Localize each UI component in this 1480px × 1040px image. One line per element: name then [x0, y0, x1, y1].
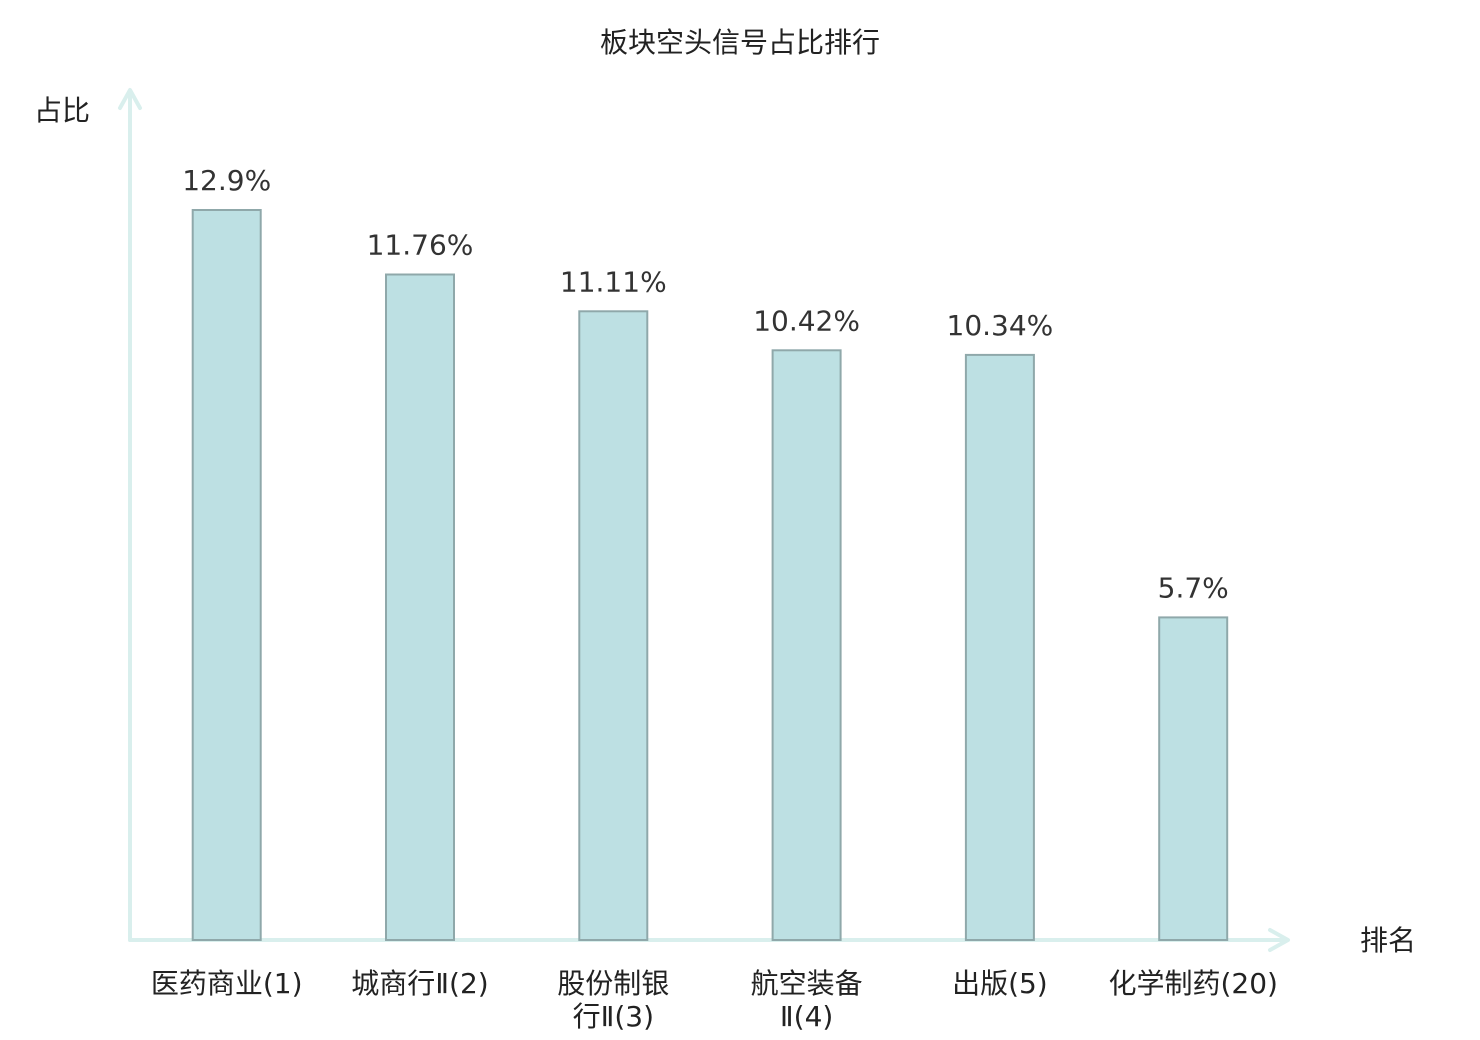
- category-label-5: 出版(5): [952, 967, 1048, 1000]
- bar-4: [771, 349, 842, 941]
- category-label-4: 航空装备 Ⅱ(4): [751, 967, 863, 1033]
- category-label-6: 化学制药(20): [1108, 967, 1277, 1000]
- category-labels-group: 医药商业(1) 城商行Ⅱ(2) 股份制银行Ⅱ(3) 航空装备 Ⅱ(4) 出版(5) 化学制药…: [151, 967, 1278, 1033]
- category-label-line: 化学制药(20): [1108, 967, 1277, 1000]
- data-label-3: 11.11%: [560, 265, 667, 298]
- bar-6: [1158, 616, 1229, 942]
- bars-group: [191, 209, 1229, 942]
- data-label-2: 11.76%: [367, 229, 474, 262]
- category-label-line: 城商行Ⅱ(2): [351, 967, 488, 1000]
- bar-1: [191, 209, 262, 941]
- category-label-line: 股份制银: [557, 967, 669, 1000]
- bar-5: [964, 353, 1035, 941]
- x-axis-label: 排名: [1360, 924, 1416, 957]
- category-label-line: 医药商业(1): [151, 967, 303, 1000]
- category-label-2: 城商行Ⅱ(2): [351, 967, 488, 1000]
- bar-3: [578, 310, 649, 941]
- category-label-3: 股份制银行Ⅱ(3): [557, 967, 669, 1033]
- data-label-5: 10.34%: [947, 309, 1054, 342]
- category-label-line: Ⅱ(4): [780, 1000, 833, 1033]
- category-label-line: 行Ⅱ(3): [573, 1000, 654, 1033]
- category-label-line: 出版(5): [952, 967, 1048, 1000]
- y-axis-label: 占比: [34, 94, 90, 127]
- data-label-4: 10.42%: [753, 304, 860, 337]
- bar-2: [385, 273, 455, 941]
- y-axis-arrow-icon: [118, 88, 142, 110]
- category-label-1: 医药商业(1): [151, 967, 303, 1000]
- category-label-line: 航空装备: [751, 967, 863, 1000]
- data-label-6: 5.7%: [1158, 571, 1229, 604]
- data-label-1: 12.9%: [182, 164, 271, 197]
- value-labels-group: 12.9% 11.76% 11.11% 10.42% 10.34% 5.7%: [182, 164, 1229, 604]
- chart-title: 板块空头信号占比排行: [600, 26, 880, 59]
- x-axis-arrow-icon: [1268, 928, 1290, 952]
